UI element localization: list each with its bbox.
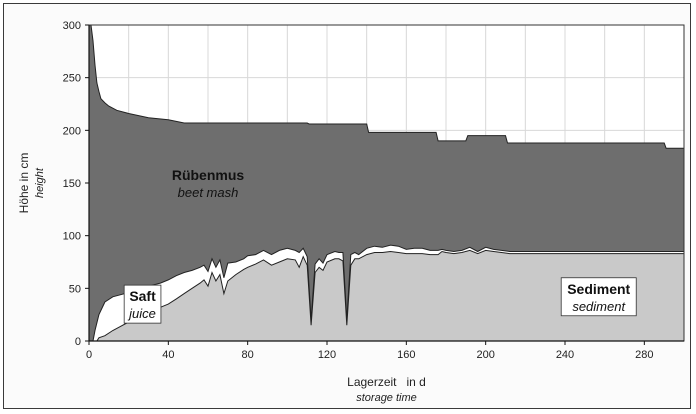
x-tick-label: 280: [635, 349, 653, 361]
y-tick-label: 100: [63, 231, 81, 243]
x-tick-label: 0: [86, 349, 92, 361]
y-tick-label: 50: [69, 283, 81, 295]
x-tick-label: 200: [476, 349, 494, 361]
annotation-sediment-sublabel: sediment: [572, 299, 626, 314]
annotation-sediment-box: [560, 277, 637, 317]
x-axis-label: Lagerzeit in d: [347, 375, 426, 389]
y-tick-label: 250: [63, 73, 81, 85]
x-tick-label: 80: [242, 349, 254, 361]
series-beet-mash-line: [89, 24, 684, 149]
annotation-beet-mash: Rübenmus beet mash: [169, 164, 247, 202]
annotation-sediment-label: Sediment: [567, 281, 630, 297]
annotation-beet-mash-label: Rübenmus: [172, 167, 245, 183]
annotation-beet-mash-box: [169, 164, 247, 202]
annotation-juice-box: [123, 284, 162, 324]
annotation-beet-mash-sublabel: beet mash: [178, 185, 239, 200]
x-tick-label: 40: [162, 349, 174, 361]
annotation-juice: Saft juice: [123, 284, 162, 324]
x-axis-sublabel: storage time: [356, 392, 417, 404]
annotation-juice-label: Saft: [129, 288, 156, 304]
tick-labels: 0 40 80 120 160 200 240 280 0 50 100 150 200 250 300: [63, 20, 654, 361]
series-sediment-line: [89, 249, 684, 342]
series-sediment-area: [89, 250, 684, 341]
y-tick-label: 0: [75, 336, 81, 348]
annotation-juice-sublabel: juice: [127, 306, 156, 321]
x-tick-label: 160: [397, 349, 415, 361]
y-tick-label: 200: [63, 125, 81, 137]
series-juice-line: [89, 244, 684, 342]
y-tick-label: 150: [63, 178, 81, 190]
x-tick-label: 240: [556, 349, 574, 361]
y-tick-label: 300: [63, 20, 81, 32]
y-axis-label: Höhe in cm: [17, 153, 31, 214]
y-axis-sublabel: height: [34, 167, 46, 198]
data-areas: [89, 24, 684, 342]
x-tick-label: 120: [318, 349, 336, 361]
annotation-sediment: Sediment sediment: [560, 277, 637, 317]
